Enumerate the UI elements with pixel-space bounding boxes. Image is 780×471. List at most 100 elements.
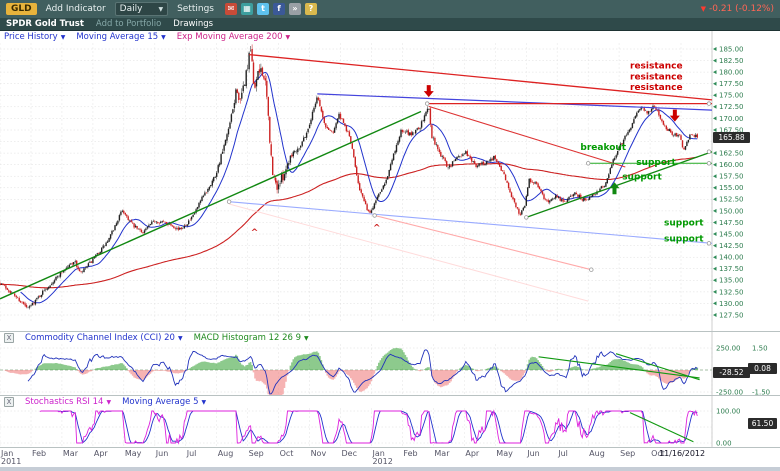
svg-text:177.50: 177.50	[719, 80, 744, 88]
indicator-label: Moving Average 5	[122, 397, 199, 407]
month-label: May	[124, 449, 142, 458]
help-icon[interactable]: ?	[304, 3, 317, 15]
instrument-name: SPDR Gold Trust	[6, 19, 84, 29]
indicator-label: Commodity Channel Index (CCI) 20	[25, 333, 175, 343]
chevron-down-icon: ▼	[285, 33, 291, 41]
svg-text:162.50: 162.50	[719, 150, 744, 158]
toolbar-icons: ✉ ▦ t f»?	[224, 3, 317, 15]
close-icon[interactable]: X	[4, 397, 14, 407]
svg-text:-250.00: -250.00	[716, 389, 743, 397]
moving-average-dropdown[interactable]: Moving Average 15 ▼	[76, 32, 165, 42]
svg-text:^: ^	[373, 223, 381, 233]
facebook-icon[interactable]: f	[272, 3, 285, 15]
month-label: Jul	[558, 449, 568, 458]
symbol-subbar: SPDR Gold Trust Add to Portfolio Drawing…	[0, 18, 780, 31]
svg-text:250.00: 250.00	[716, 345, 741, 353]
svg-text:0.00: 0.00	[716, 440, 732, 448]
time-axis: Jan Feb Mar Apr May Jun Jul Aug Sep Oct Nov Dec Jan F…	[0, 447, 780, 467]
stoch-pane-header: X Stochastics RSI 14 ▼ Moving Average 5 ▼	[4, 397, 206, 407]
cci-chart[interactable]: 250.00 -250.00 1.50 -1.50	[0, 332, 780, 396]
price-chart[interactable]: 185.00 182.50 180.00 177.50 175.00 172.50 170.…	[0, 31, 780, 331]
chevron-down-icon: ▼	[106, 398, 112, 406]
price-change: ▼ -0.21 (-0.12%)	[701, 4, 774, 14]
chart-area: Price History ▼ Moving Average 15 ▼ Exp Mo…	[0, 31, 780, 467]
svg-text:support: support	[664, 219, 704, 229]
month-label: Mar	[434, 449, 450, 458]
add-to-portfolio-button[interactable]: Add to Portfolio	[95, 19, 162, 29]
change-value: -0.21 (-0.12%)	[708, 4, 774, 14]
year-label: 2012	[372, 457, 393, 466]
share-icon[interactable]: »	[288, 3, 301, 15]
svg-text:breakout: breakout	[580, 143, 626, 153]
chevron-down-icon: ▼	[177, 334, 183, 342]
date-label: 11/16/2012	[659, 449, 706, 458]
svg-text:127.50: 127.50	[719, 311, 744, 319]
chevron-down-icon: ▼	[158, 5, 164, 13]
month-label: May	[496, 449, 513, 458]
symbol-badge[interactable]: GLD	[6, 3, 37, 15]
month-label: Jun	[527, 449, 540, 458]
month-label: Sep	[620, 449, 636, 458]
month-label: Feb	[31, 449, 47, 458]
svg-text:137.50: 137.50	[719, 265, 744, 273]
add-indicator-button[interactable]: Add Indicator	[45, 4, 106, 14]
chevron-down-icon: ▼	[201, 398, 207, 406]
chevron-down-icon: ▼	[60, 33, 66, 41]
drawings-button[interactable]: Drawings	[173, 19, 214, 29]
cci-pane: X Commodity Channel Index (CCI) 20 ▼ MACD…	[0, 331, 780, 396]
month-label: Jan	[372, 449, 385, 458]
month-label: Jan	[1, 449, 14, 458]
cci-pane-header: X Commodity Channel Index (CCI) 20 ▼ MACD…	[4, 333, 309, 343]
month-label: Nov	[310, 449, 327, 458]
stoch-rsi-dropdown[interactable]: Stochastics RSI 14 ▼	[25, 397, 111, 407]
price-history-dropdown[interactable]: Price History ▼	[4, 32, 65, 42]
svg-text:142.50: 142.50	[719, 242, 744, 250]
mail-icon[interactable]: ✉	[224, 3, 237, 15]
svg-text:^: ^	[251, 228, 259, 238]
macd-value-box: 0.08	[748, 363, 777, 375]
twitter-icon[interactable]: t	[256, 3, 269, 15]
cci-value-box: -28.52	[713, 367, 750, 378]
svg-text:145.00: 145.00	[719, 230, 744, 238]
svg-text:180.00: 180.00	[719, 69, 744, 77]
month-label: Apr	[93, 449, 108, 458]
svg-text:resistance: resistance	[630, 73, 683, 83]
svg-text:130.00: 130.00	[719, 300, 744, 308]
svg-text:152.50: 152.50	[719, 196, 744, 204]
month-label: Aug	[589, 449, 605, 458]
svg-text:-1.50: -1.50	[752, 389, 770, 397]
month-label: Dec	[341, 449, 357, 458]
month-label: Oct	[651, 449, 665, 458]
month-label: Feb	[403, 449, 418, 458]
top-toolbar: GLD Add Indicator Daily ▼ Settings ✉ ▦ t f»…	[0, 0, 780, 18]
indicator-label: Exp Moving Average 200	[176, 32, 283, 42]
cci-dropdown[interactable]: Commodity Channel Index (CCI) 20 ▼	[25, 333, 183, 343]
macd-dropdown[interactable]: MACD Histogram 12 26 9 ▼	[194, 333, 309, 343]
chevron-down-icon: ▼	[304, 334, 309, 342]
timeframe-dropdown[interactable]: Daily ▼	[114, 2, 169, 16]
svg-text:157.50: 157.50	[719, 173, 744, 181]
month-label: Sep	[248, 449, 264, 458]
stoch-ma-dropdown[interactable]: Moving Average 5 ▼	[122, 397, 206, 407]
chevron-down-icon: ▼	[161, 33, 166, 41]
timeframe-value: Daily	[119, 4, 143, 14]
svg-text:175.00: 175.00	[719, 92, 744, 100]
chart-icon[interactable]: ▦	[240, 3, 253, 15]
svg-text:132.50: 132.50	[719, 288, 744, 296]
svg-text:support: support	[622, 173, 662, 183]
svg-text:resistance: resistance	[630, 61, 683, 71]
svg-text:support: support	[664, 234, 704, 244]
stoch-chart[interactable]: 100.00 0.00	[0, 396, 780, 448]
svg-text:140.00: 140.00	[719, 254, 744, 262]
last-price-box: 165.88	[713, 131, 750, 143]
svg-text:182.50: 182.50	[719, 57, 744, 65]
svg-text:147.50: 147.50	[719, 219, 744, 227]
svg-text:167.50: 167.50	[719, 126, 744, 134]
close-icon[interactable]: X	[4, 333, 14, 343]
month-label: Aug	[217, 449, 234, 458]
month-label: Jul	[186, 449, 197, 458]
settings-button[interactable]: Settings	[177, 4, 214, 14]
year-label: 2011	[1, 457, 22, 466]
exp-moving-average-dropdown[interactable]: Exp Moving Average 200 ▼	[177, 32, 290, 42]
svg-text:resistance: resistance	[630, 83, 683, 93]
